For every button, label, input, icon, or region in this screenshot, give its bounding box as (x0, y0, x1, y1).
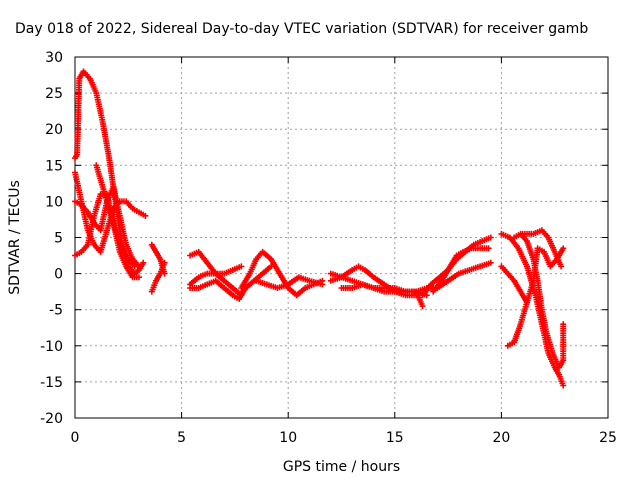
x-tick-label: 25 (599, 430, 617, 446)
y-tick-label: 15 (45, 158, 63, 174)
data-point (419, 303, 426, 310)
series-arc-12 (253, 274, 326, 291)
y-tick-label: 10 (45, 194, 63, 210)
series-arc-22 (519, 227, 565, 270)
series-arc-10 (187, 263, 275, 302)
series-arc-11 (238, 248, 326, 299)
axis-ticks: 0 5 10 15 20 25 -20 -15 -10 -5 0 5 10 15 20 25 30 (40, 50, 617, 446)
data-point (487, 259, 494, 266)
y-tick-label: 25 (45, 86, 63, 102)
x-tick-label: 15 (386, 430, 404, 446)
series-arc-4 (72, 184, 142, 270)
x-axis-label: GPS time / hours (283, 459, 400, 475)
data-point (560, 321, 567, 328)
data-point (238, 263, 245, 270)
y-tick-label: 30 (45, 50, 63, 66)
y-tick-label: -15 (40, 375, 63, 391)
series-arc-5 (93, 162, 138, 270)
series-arc-18 (430, 245, 492, 295)
data-point (142, 212, 149, 219)
y-tick-label: -5 (49, 303, 63, 319)
y-tick-label: 20 (45, 122, 63, 138)
data-point (485, 245, 492, 252)
data-point (131, 263, 138, 270)
x-tick-label: 0 (71, 430, 80, 446)
x-tick-label: 5 (177, 430, 186, 446)
data-point (161, 259, 168, 266)
series-arc-15 (338, 281, 426, 310)
y-axis-label: SDTVAR / TECUs (7, 180, 23, 295)
series-arc-9 (187, 263, 245, 288)
data-point (140, 259, 147, 266)
x-tick-label: 20 (492, 430, 510, 446)
y-tick-label: -10 (40, 339, 63, 355)
data-point (560, 382, 567, 389)
series-arc-23 (511, 230, 567, 371)
data-series (72, 68, 567, 389)
grid (75, 57, 608, 418)
data-point (558, 263, 565, 270)
data-point (135, 274, 142, 281)
data-point (319, 281, 326, 288)
y-tick-label: -20 (40, 411, 63, 427)
data-point (560, 245, 567, 252)
series-arc-1 (72, 68, 147, 277)
x-tick-label: 10 (279, 430, 297, 446)
chart-title: Day 018 of 2022, Sidereal Day-to-day VTE… (15, 21, 588, 37)
y-tick-label: 0 (54, 267, 63, 283)
series-arc-7 (148, 259, 168, 295)
y-tick-label: 5 (54, 231, 63, 247)
data-point (487, 234, 494, 241)
